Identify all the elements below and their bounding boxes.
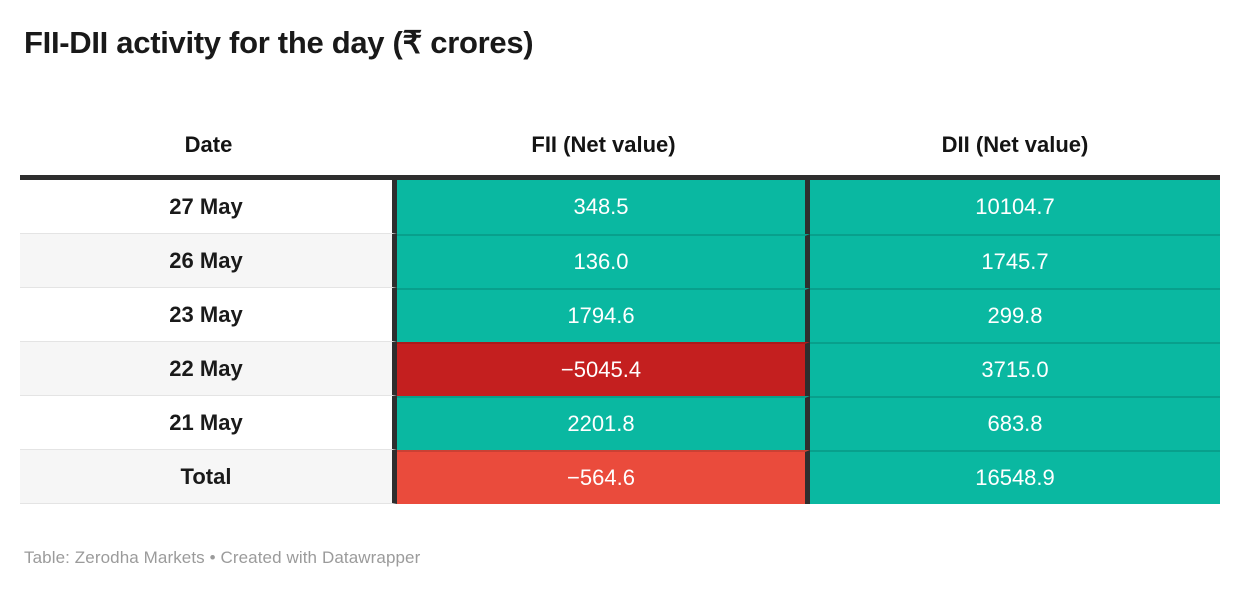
table-row: 26 May 136.0 1745.7 [20,234,1220,288]
column-header-date: Date [20,114,397,180]
fii-total-cell: −564.6 [397,450,810,504]
date-cell: 26 May [20,234,397,288]
fii-value-cell: 2201.8 [397,396,810,450]
table-row: 21 May 2201.8 683.8 [20,396,1220,450]
page-title: FII-DII activity for the day (₹ crores) [24,25,534,60]
table-footer-attribution: Table: Zerodha Markets • Created with Da… [24,548,421,567]
total-label-cell: Total [20,450,397,504]
dii-total-cell: 16548.9 [810,450,1220,504]
dii-value-cell: 1745.7 [810,234,1220,288]
table-row: 23 May 1794.6 299.8 [20,288,1220,342]
table-row-total: Total −564.6 16548.9 [20,450,1220,504]
dii-value-cell: 299.8 [810,288,1220,342]
fii-dii-table: Date FII (Net value) DII (Net value) 27 … [20,114,1220,504]
column-header-fii: FII (Net value) [397,114,810,180]
table-header-row: Date FII (Net value) DII (Net value) [20,114,1220,180]
column-header-dii: DII (Net value) [810,114,1220,180]
date-cell: 22 May [20,342,397,396]
fii-value-cell: 348.5 [397,180,810,234]
fii-value-cell: −5045.4 [397,342,810,396]
dii-value-cell: 10104.7 [810,180,1220,234]
date-cell: 21 May [20,396,397,450]
fii-value-cell: 136.0 [397,234,810,288]
table-row: 22 May −5045.4 3715.0 [20,342,1220,396]
date-cell: 23 May [20,288,397,342]
table-row: 27 May 348.5 10104.7 [20,180,1220,234]
dii-value-cell: 3715.0 [810,342,1220,396]
date-cell: 27 May [20,180,397,234]
dii-value-cell: 683.8 [810,396,1220,450]
fii-value-cell: 1794.6 [397,288,810,342]
